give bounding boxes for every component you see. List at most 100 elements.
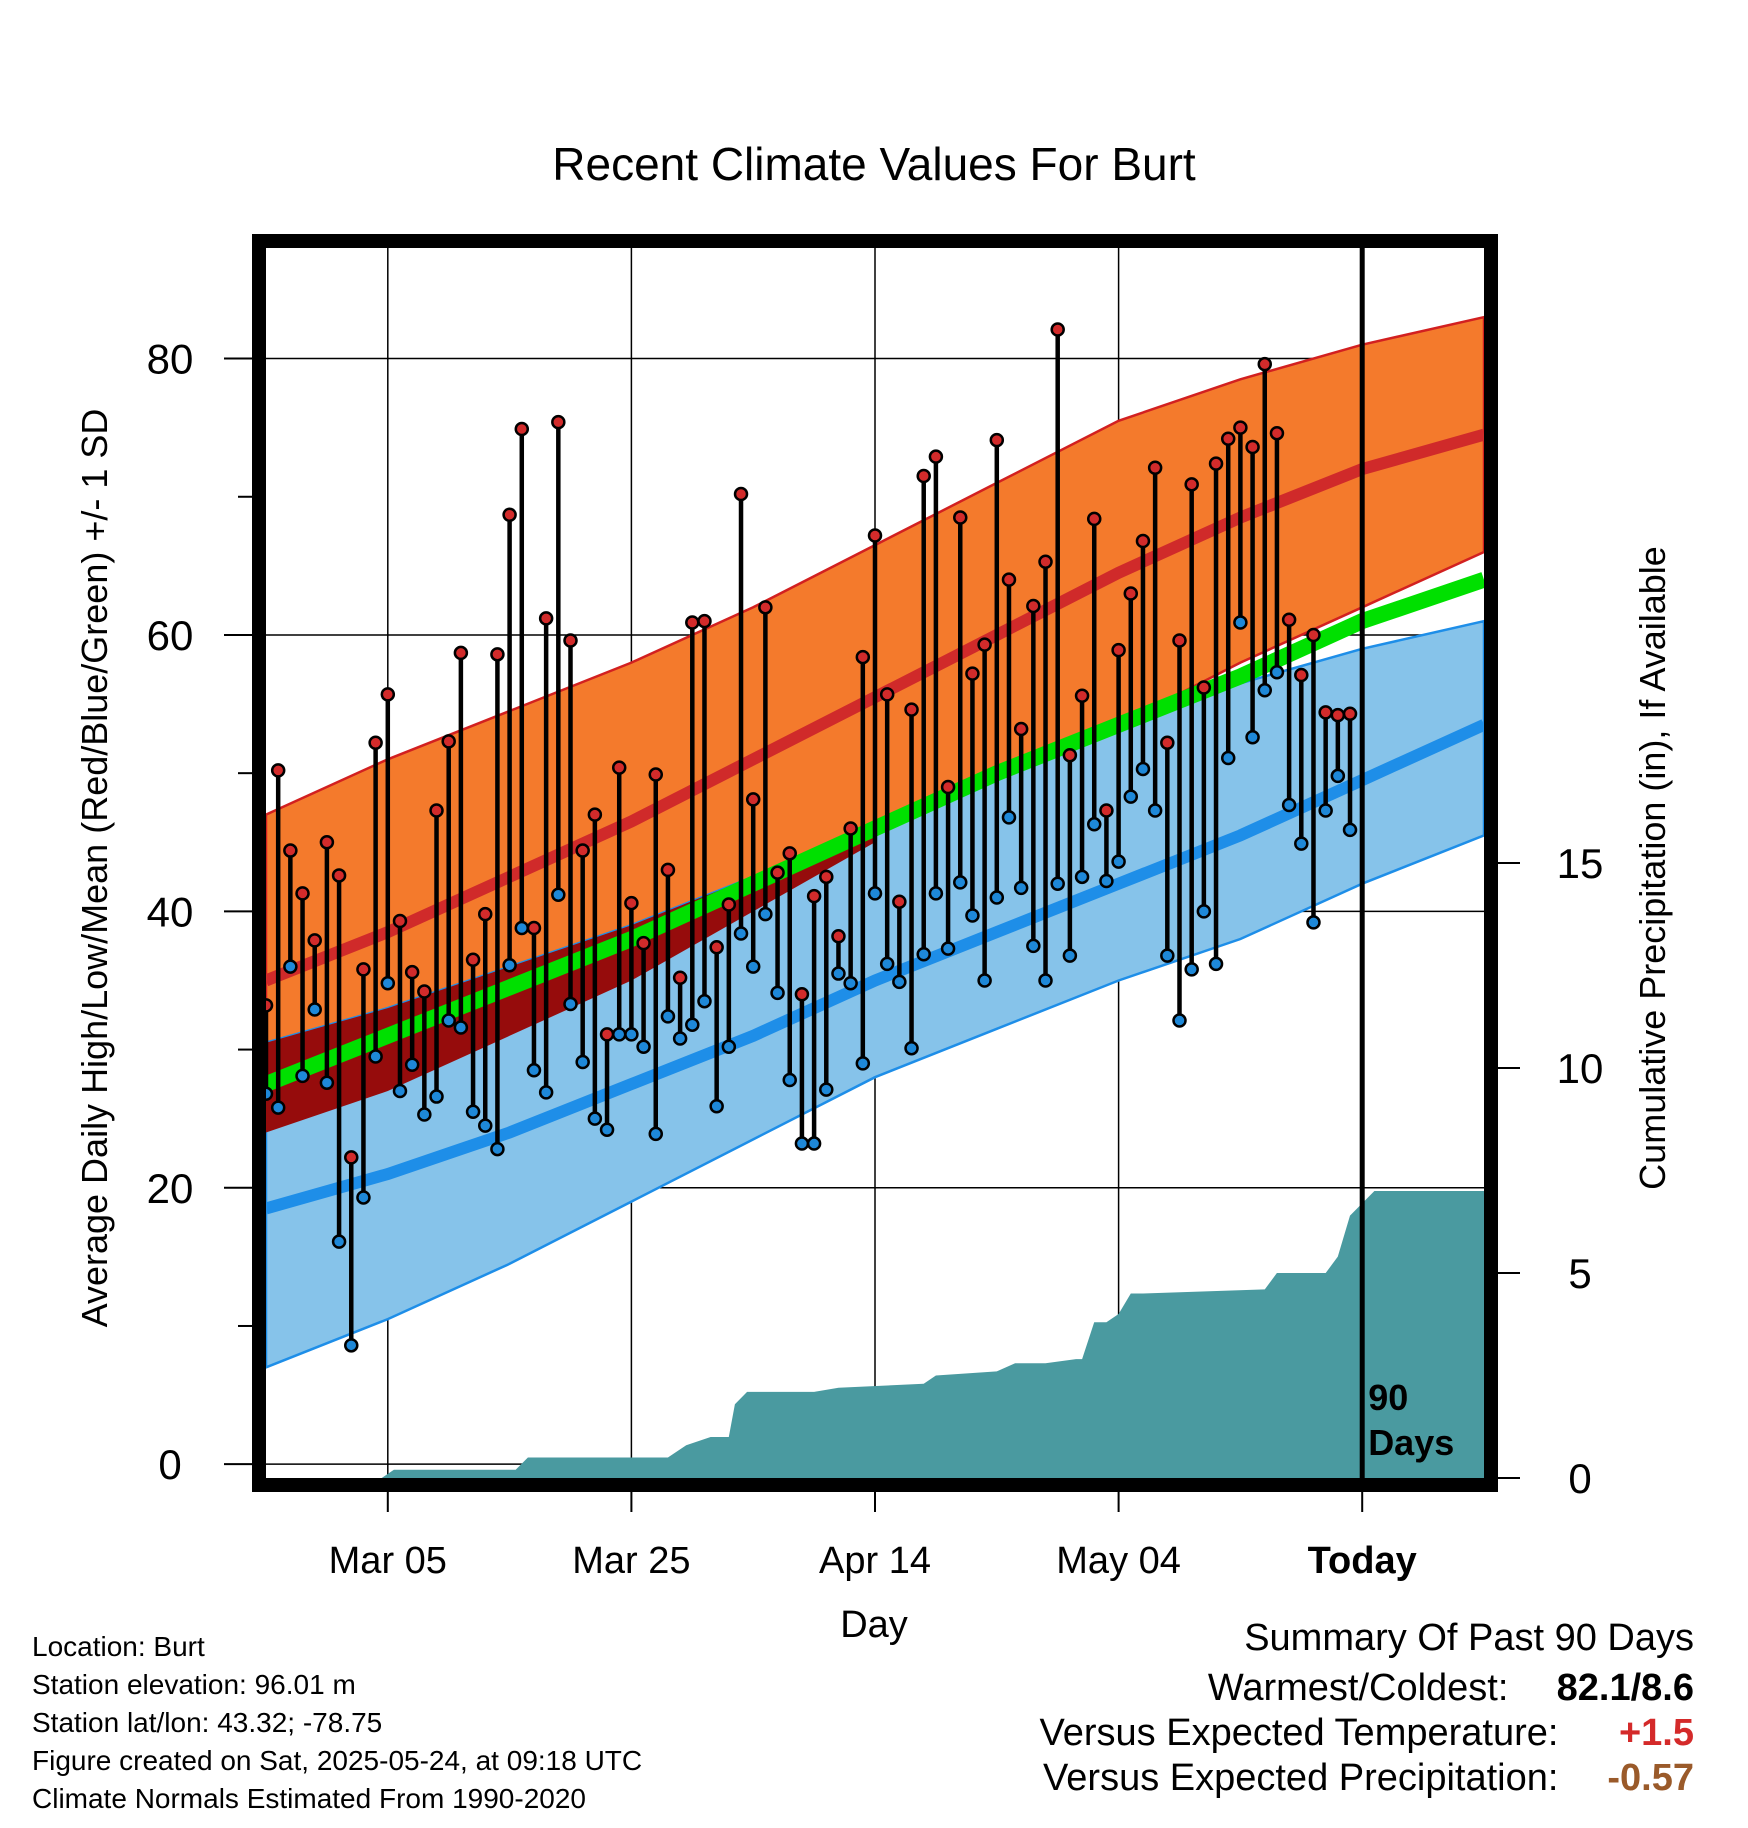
daily-high-point: [648, 767, 664, 782]
daily-low-point: [697, 993, 712, 1009]
daily-low-point: [660, 1009, 676, 1024]
daily-low-point: [685, 1017, 700, 1032]
daily-high-point: [794, 987, 810, 1002]
x-tick-label: Today: [1308, 1540, 1417, 1582]
daily-low-point: [380, 975, 396, 991]
precip-departure-value: -0.57: [1607, 1757, 1694, 1799]
daily-low-point: [928, 886, 944, 901]
daily-low-point: [1233, 615, 1248, 630]
warm-cold-value: 82.1/8.6: [1556, 1667, 1694, 1709]
daily-low-point: [1220, 750, 1236, 766]
y2-axis-label: Cumulative Precipitation (in), If Availa…: [1632, 546, 1673, 1190]
daily-low-point: [953, 875, 968, 890]
daily-low-point: [806, 1136, 822, 1151]
precip-area: [266, 1191, 1484, 1478]
daily-low-point: [270, 1100, 286, 1115]
daily-low-point: [721, 1039, 737, 1055]
daily-high-point: [1135, 533, 1151, 549]
daily-high-point: [672, 970, 688, 985]
daily-high-point: [1001, 572, 1017, 587]
daily-low-point: [404, 1057, 420, 1073]
daily-low-point: [672, 1031, 688, 1046]
daily-low-point: [867, 886, 883, 901]
axes: 0 20 40 60 80 0 5 10 15 Mar 05 Mar 25 Apr 14 May 04 T…: [147, 234, 1604, 1582]
warm-cold-label: Warmest/Coldest:: [1207, 1667, 1509, 1709]
daily-low-point: [526, 1063, 542, 1078]
daily-low-point: [733, 926, 749, 941]
daily-low-point: [1330, 768, 1346, 784]
daily-low-point: [1123, 789, 1139, 804]
daily-low-point: [611, 1027, 627, 1042]
daily-high-point: [1208, 456, 1224, 471]
daily-high-point: [392, 913, 408, 929]
daily-high-point: [611, 760, 627, 775]
daily-low-point: [538, 1085, 554, 1100]
daily-low-point: [368, 1049, 383, 1064]
daily-high-point: [1013, 721, 1029, 737]
daily-high-point: [429, 803, 444, 818]
daily-low-point: [879, 956, 895, 972]
daily-low-point: [1135, 761, 1151, 777]
daily-low-point: [1050, 876, 1065, 891]
daily-low-point: [1318, 803, 1333, 818]
daily-high-point: [989, 432, 1005, 448]
daily-high-point: [490, 647, 505, 662]
daily-high-point: [1233, 420, 1248, 435]
daily-high-point: [1172, 633, 1187, 648]
daily-high-point: [599, 1027, 615, 1042]
y-tick-label: 80: [147, 336, 194, 383]
daily-low-point: [843, 975, 858, 991]
daily-low-point: [977, 973, 992, 988]
daily-high-point: [368, 735, 383, 751]
daily-high-point: [1245, 439, 1260, 455]
daily-low-point: [745, 959, 761, 974]
daily-high-point: [843, 821, 858, 836]
daily-high-point: [1123, 586, 1139, 601]
daily-high-point: [624, 895, 639, 911]
daily-low-point: [563, 996, 578, 1012]
daily-low-point: [295, 1068, 310, 1084]
daily-high-point: [758, 600, 773, 615]
daily-high-point: [404, 964, 420, 980]
today-days-label: Days: [1368, 1422, 1454, 1463]
y2-tick-label: 10: [1557, 1045, 1604, 1092]
daily-low-point: [1184, 962, 1199, 977]
daily-low-point: [1342, 822, 1358, 838]
daily-low-point: [758, 906, 773, 922]
daily-high-point: [1330, 707, 1346, 723]
daily-high-point: [1342, 706, 1358, 721]
daily-high-point: [685, 615, 700, 630]
daily-high-point: [563, 633, 578, 648]
daily-low-point: [709, 1098, 724, 1114]
daily-low-point: [1160, 948, 1175, 963]
low-normal-line: [266, 719, 1484, 1215]
daily-low-point: [429, 1089, 444, 1104]
daily-high-point: [551, 414, 566, 430]
daily-high-point: [660, 862, 676, 878]
daily-high-point: [904, 702, 919, 717]
daily-low-point: [624, 1027, 639, 1042]
daily-high-point: [709, 940, 724, 955]
daily-low-point: [1245, 729, 1260, 745]
daily-high-point: [270, 763, 286, 778]
daily-high-point: [477, 906, 493, 922]
temp-departure-value: +1.5: [1618, 1712, 1694, 1754]
daily-high-point: [1147, 460, 1163, 475]
daily-low-point: [1062, 948, 1078, 963]
daily-high-point: [745, 792, 761, 807]
daily-high-point: [1257, 356, 1273, 372]
daily-high-point: [441, 734, 456, 749]
daily-high-point: [1220, 431, 1236, 446]
daily-low-point: [453, 1020, 469, 1035]
elevation-text: Station elevation: 96.01 m: [32, 1669, 356, 1700]
daily-high-point: [356, 962, 371, 977]
daily-high-point: [1318, 705, 1333, 720]
daily-high-point: [1111, 642, 1126, 658]
daily-low-point: [344, 1338, 359, 1353]
y-tick-label: 60: [147, 612, 194, 659]
daily-high-point: [1050, 322, 1065, 337]
location-text: Location: Burt: [32, 1631, 205, 1662]
today-days-number: 90: [1368, 1377, 1408, 1418]
daily-high-point: [502, 507, 517, 522]
